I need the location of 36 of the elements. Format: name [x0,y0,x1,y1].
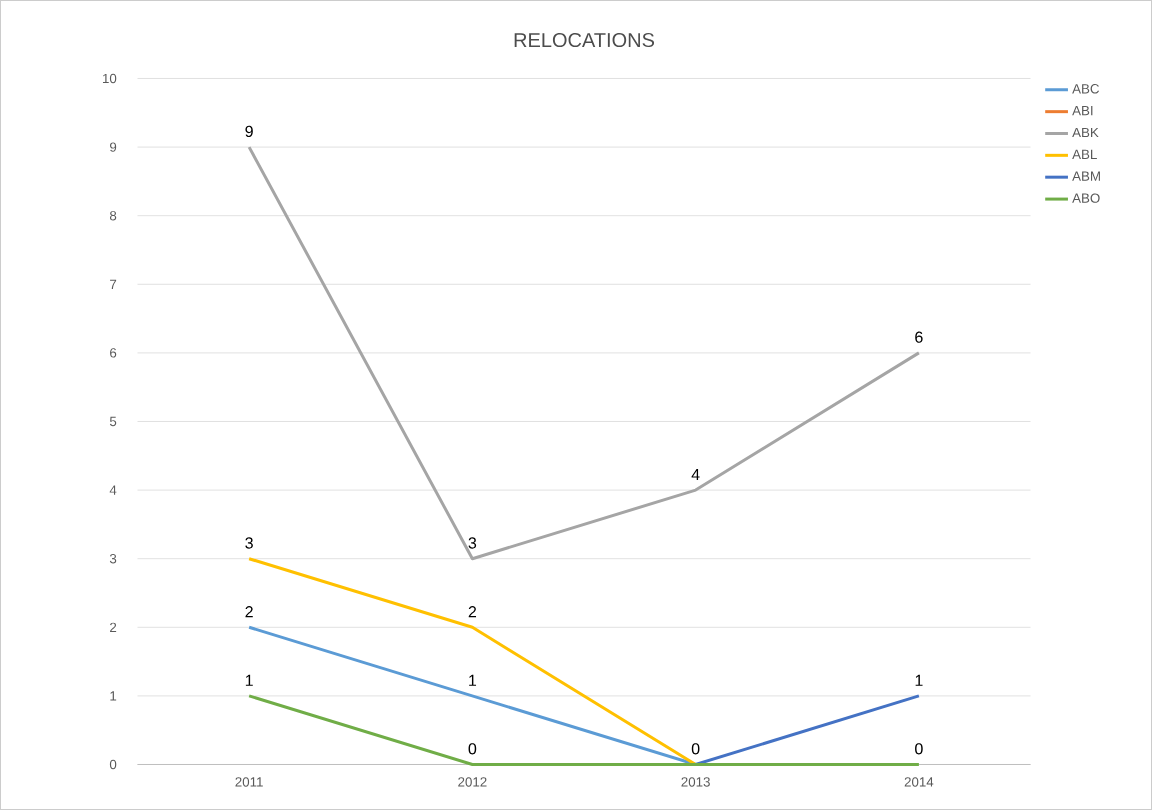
y-tick-label: 4 [109,485,117,495]
y-tick-label: 0 [109,759,117,770]
data-label: 4 [691,469,700,481]
chart-title: RELOCATIONS [514,32,655,48]
x-tick-label: 2013 [681,777,710,787]
y-tick-label: 3 [109,553,117,564]
data-label: 6 [915,331,923,343]
data-label: 1 [469,674,477,686]
data-label: 1 [915,674,923,686]
data-label: 2 [468,606,477,618]
y-tick-label: 7 [110,279,117,289]
y-tick-label: 5 [109,416,117,427]
data-label: 0 [468,743,477,755]
y-tick-label: 9 [110,142,117,152]
data-label: 1 [245,674,253,686]
data-label: 2 [245,606,253,618]
legend-label: ABL [1072,149,1097,159]
legend-label: ABM [1072,171,1100,181]
legend-label: ABK [1072,127,1099,138]
x-tick-label: 2011 [235,777,263,787]
legend-label: ABI [1072,106,1093,116]
legend-label: ABO [1072,193,1100,203]
data-label: 3 [468,537,477,549]
x-tick-label: 2012 [458,777,487,787]
y-tick-label: 1 [110,691,117,701]
y-tick-label: 10 [102,73,117,84]
y-tick-label: 2 [110,622,117,632]
data-label: 0 [915,743,923,755]
line-series [247,145,921,561]
data-label: 9 [245,125,253,138]
y-tick-label: 6 [110,348,117,358]
x-tick-label: 2014 [904,777,934,787]
y-tick-label: 8 [109,210,117,221]
legend-label: ABC [1072,84,1100,94]
data-label: 3 [245,537,253,549]
data-label: 0 [691,743,700,755]
